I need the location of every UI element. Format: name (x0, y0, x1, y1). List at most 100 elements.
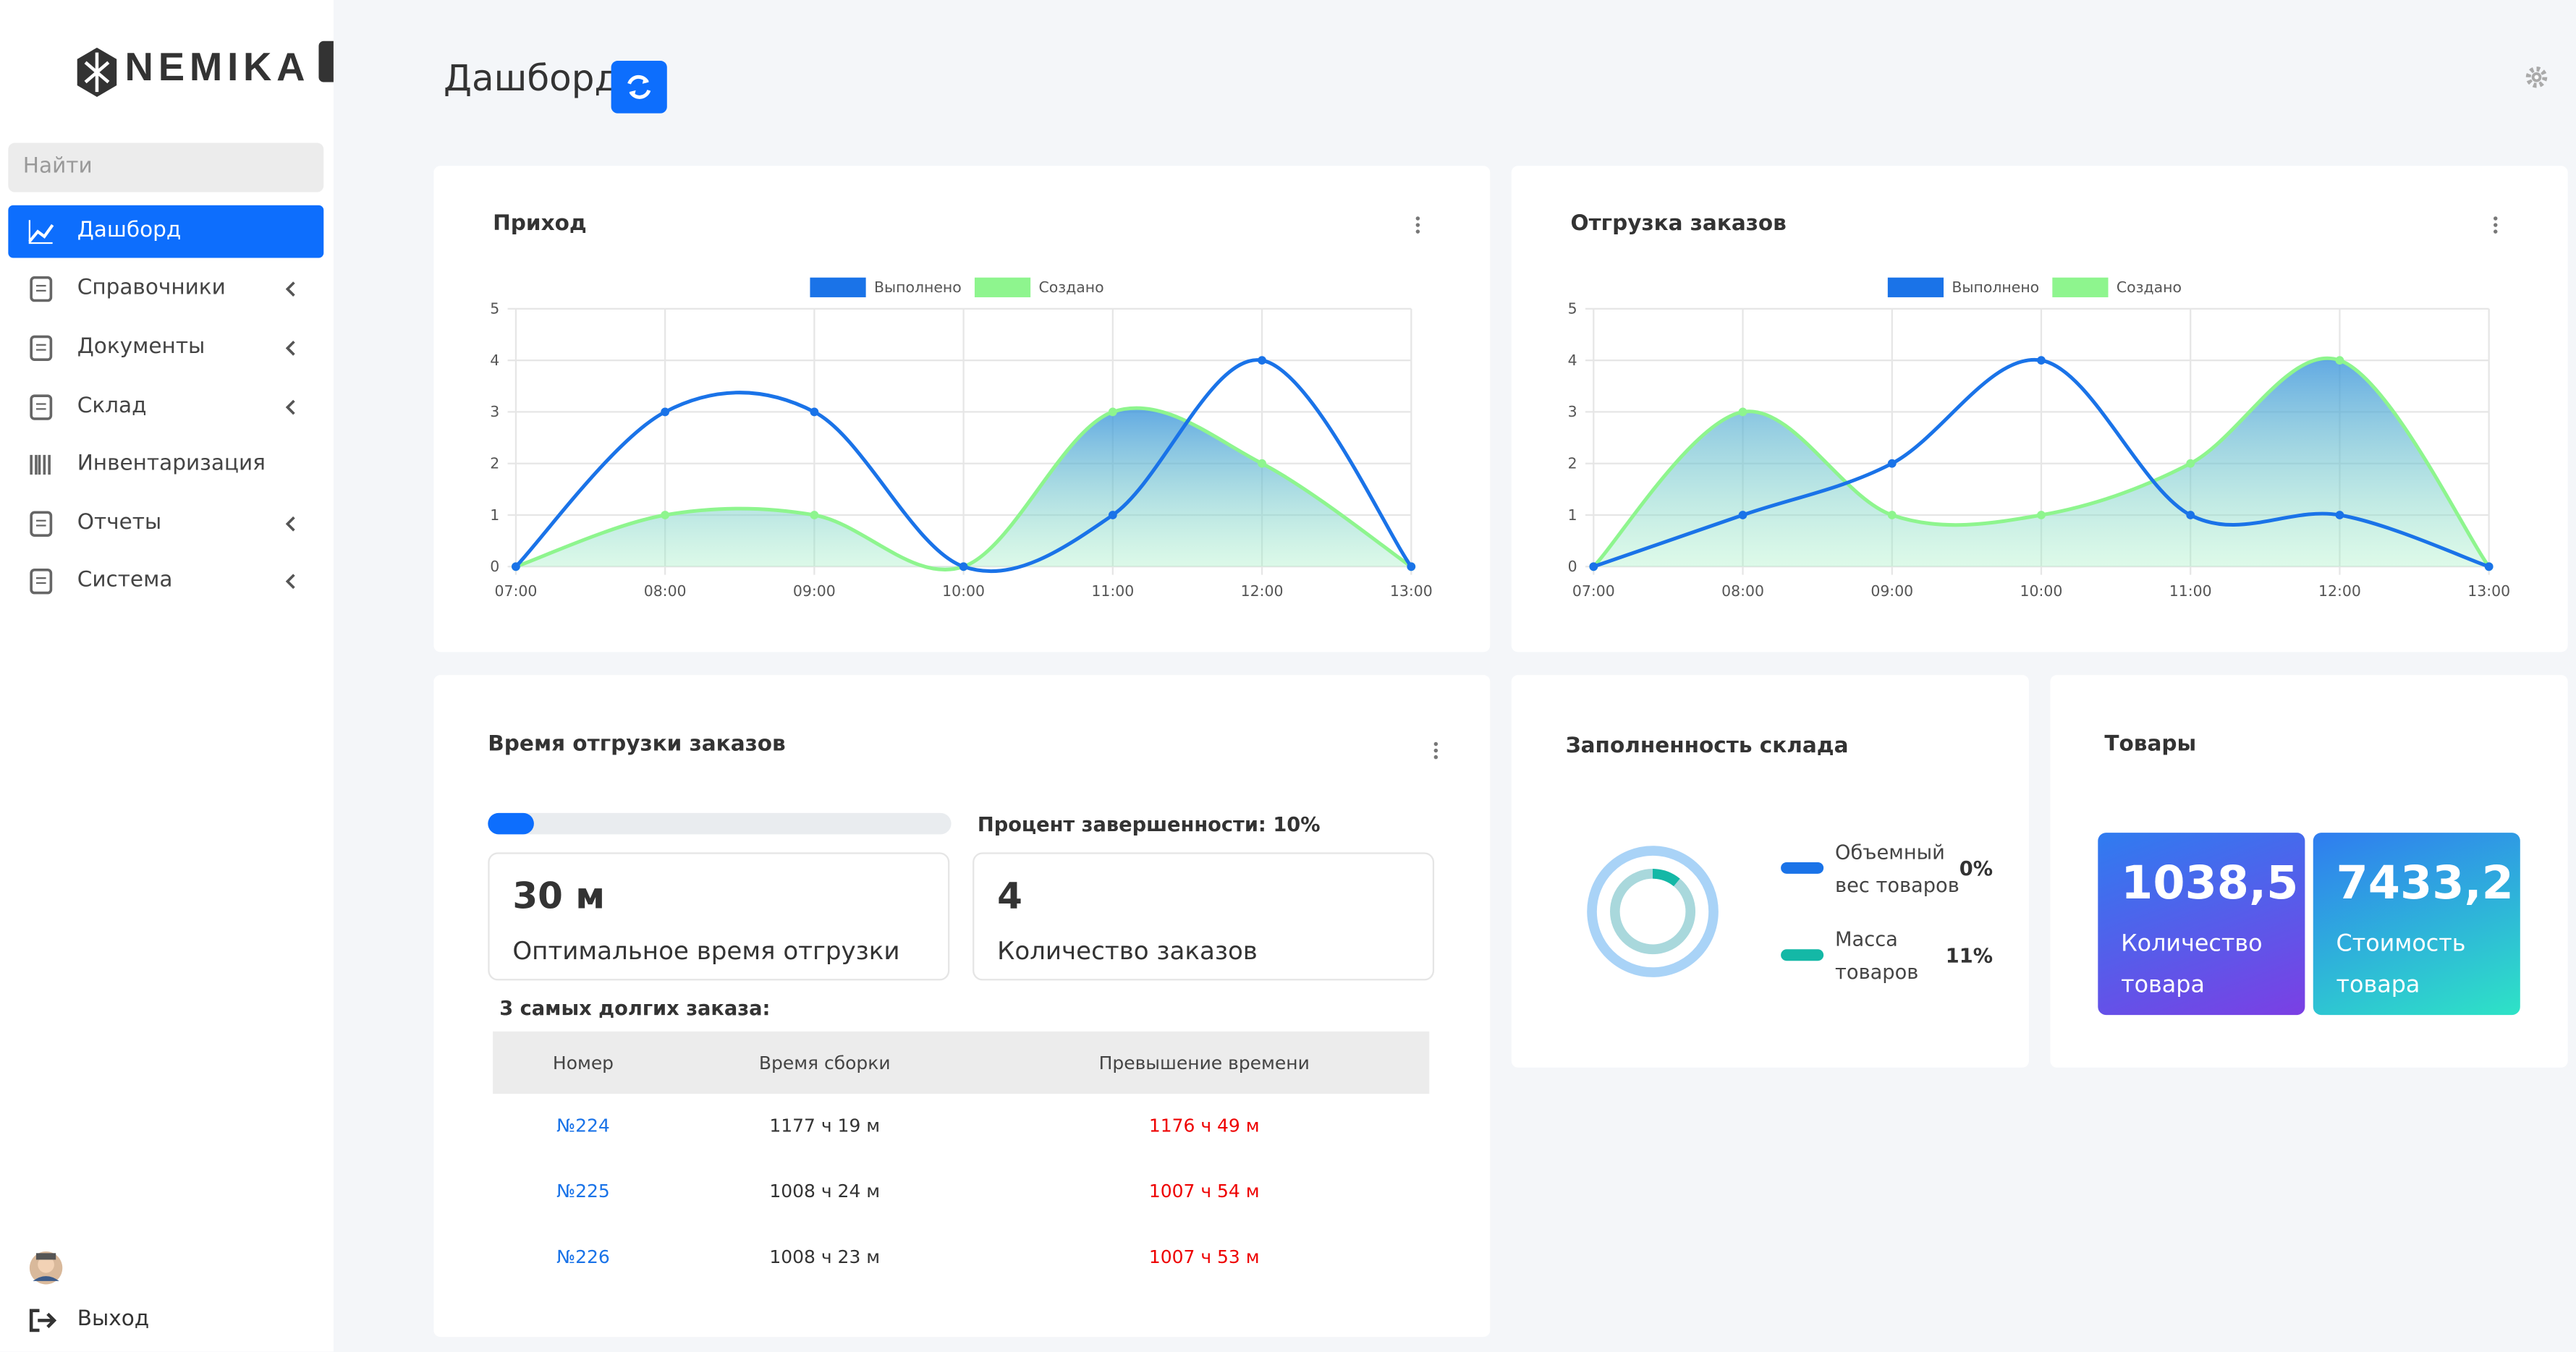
point (1887, 511, 1897, 519)
income-card: Приход 0 1 2 3 4 5 07:00 08:00 09:00 10:00 11:00 12:… (433, 166, 1491, 652)
y-tick-label: 2 (490, 455, 499, 472)
menu-icon (30, 454, 51, 475)
card-menu[interactable] (2492, 215, 2499, 234)
menu-item[interactable]: Документы (8, 322, 323, 375)
avatar[interactable] (28, 1250, 64, 1286)
menu-icon (30, 335, 53, 362)
order-link[interactable]: №226 (556, 1246, 610, 1268)
progress-label: Процент завершенности: (977, 812, 1266, 836)
y-tick-label: 4 (490, 352, 499, 369)
y-tick-label: 0 (1568, 558, 1577, 575)
point (2186, 459, 2195, 468)
point (810, 511, 819, 519)
point (661, 511, 670, 519)
donut-track (1609, 869, 1696, 955)
table-cell: 1007 ч 54 м (1148, 1181, 1260, 1202)
refresh-button[interactable] (611, 61, 667, 114)
goods-card: Товары 1038,5 Количество товара 7433,2 Сто… (2050, 675, 2568, 1068)
stat-card: 4 Количество заказов (973, 852, 1435, 981)
submenu-arrow (285, 574, 295, 590)
point (512, 562, 520, 571)
card-menu[interactable] (1415, 215, 1421, 234)
point (810, 407, 819, 417)
menu-item[interactable]: Склад (8, 381, 323, 434)
table-header-cell: Время сборки (758, 1053, 891, 1074)
stat-value: 30 м (512, 877, 606, 919)
area (515, 407, 1412, 570)
goods-value: 7433,2 (2336, 855, 2514, 910)
chart-title: Заполненность склада (1566, 733, 1849, 757)
x-tick-label: 10:00 (942, 582, 985, 600)
menu-item[interactable]: Отчеты (8, 498, 323, 550)
donut-arc (1609, 869, 1696, 955)
point (1738, 407, 1747, 417)
legend-swatch (1781, 862, 1824, 874)
area (1593, 358, 2489, 567)
progress-text: Процент завершенности: 10% (978, 813, 1321, 836)
legend-label: Выполнено (1952, 279, 2039, 296)
table-cell: 1008 ч 23 м (769, 1246, 881, 1268)
point (1407, 562, 1416, 571)
menu-item[interactable]: Справочники (8, 263, 323, 315)
menu-label: Справочники (77, 276, 226, 301)
shipment-chart: Отгрузка заказов 0 1 2 3 4 5 07:00 08:00 09:00 10:… (1568, 211, 2511, 600)
logout-icon (29, 1309, 57, 1332)
menu-item[interactable]: Система (8, 555, 323, 608)
submenu-arrow (285, 340, 295, 356)
table-header-cell: Превышение времени (1098, 1053, 1310, 1074)
x-tick-label: 13:00 (1390, 582, 1433, 600)
warehouse-chart: Заполненность склада Объемный вес товаров0… (1566, 733, 1993, 984)
table-header (493, 1031, 1430, 1094)
x-tick-label: 11:00 (2169, 582, 2212, 600)
legend-label: Создано (1038, 279, 1103, 296)
legend-label: Масса товаров (1835, 929, 1918, 984)
table-cell: 1008 ч 24 м (769, 1181, 881, 1202)
goods-stat: 7433,2 Стоимость товара (2313, 833, 2520, 1016)
warehouse-card: Заполненность склада Объемный вес товаров 0… (1511, 675, 2029, 1068)
x-tick-label: 10:00 (2020, 582, 2063, 600)
value-label: 0% (1959, 858, 1993, 880)
card-title: Товары (2104, 732, 2197, 757)
table-cell: 1176 ч 49 м (1148, 1115, 1260, 1137)
point (1108, 511, 1117, 519)
y-tick-label: 3 (1568, 403, 1577, 420)
order-link[interactable]: №225 (556, 1181, 610, 1202)
goods-value: 1038,5 (2121, 855, 2299, 910)
x-tick-label: 13:00 (2467, 582, 2510, 600)
y-tick-label: 3 (490, 403, 499, 420)
x-tick-label: 12:00 (2318, 582, 2361, 600)
progress-bar (488, 812, 535, 835)
legend-swatch (974, 277, 1031, 297)
settings-icon[interactable] (2525, 66, 2549, 89)
y-tick-label: 5 (490, 300, 499, 318)
shipping-time-card: Время отгрузки заказов Процент завершенн… (433, 675, 1491, 1338)
y-tick-label: 2 (1568, 455, 1577, 472)
card-menu[interactable] (1433, 741, 1439, 760)
x-tick-label: 07:00 (494, 582, 537, 600)
donut-track (1587, 846, 1719, 977)
point (2484, 562, 2494, 571)
point (1258, 459, 1266, 468)
point (1738, 511, 1747, 519)
goods-label: Количество товара (2121, 931, 2263, 999)
logo-icon (77, 47, 117, 97)
logout[interactable]: Выход (77, 1307, 150, 1332)
legend-swatch (1781, 949, 1824, 961)
order-link[interactable]: №224 (556, 1115, 610, 1137)
progress-track (488, 812, 952, 835)
menu-label: Дашборд (77, 218, 182, 244)
x-tick-label: 09:00 (793, 582, 836, 600)
table-caption: 3 самых долгих заказа: (499, 997, 771, 1020)
search-input[interactable]: Найти (8, 143, 324, 192)
y-tick-label: 0 (490, 558, 499, 575)
menu-item[interactable]: Инвентаризация (8, 438, 323, 491)
table-cell: 1177 ч 19 м (769, 1115, 881, 1137)
menu-label: Склад (77, 394, 147, 419)
menu-item[interactable]: Дашборд (8, 205, 324, 258)
collapse-button[interactable] (318, 41, 334, 82)
x-tick-label: 08:00 (644, 582, 687, 600)
sidebar: NEMIKA Найти Дашборд Справочники Документы… (0, 0, 334, 1352)
